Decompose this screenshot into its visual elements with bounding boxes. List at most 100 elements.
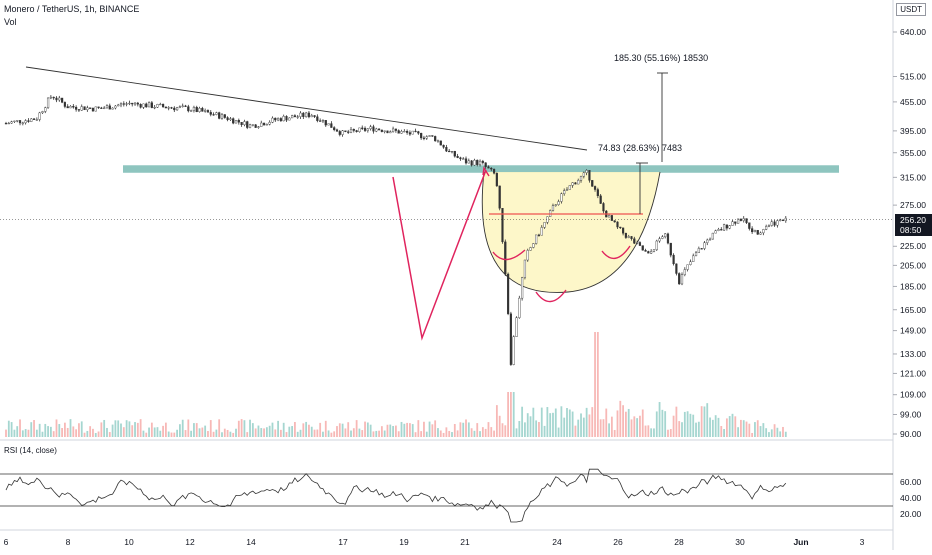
candle-body <box>420 133 423 139</box>
volume-bar <box>330 432 333 437</box>
volume-bar <box>737 427 740 437</box>
candle-body <box>644 250 647 252</box>
candle-body <box>647 251 650 254</box>
volume-bar <box>692 414 695 437</box>
candle-body <box>694 252 698 257</box>
candle-body <box>728 225 731 229</box>
volume-bar <box>420 431 423 437</box>
volume-bar <box>756 420 759 437</box>
candle-body <box>159 103 162 106</box>
volume-bar <box>316 429 319 437</box>
candle-body <box>161 103 165 108</box>
candle-body <box>355 130 358 133</box>
volume-bar <box>451 432 453 437</box>
volume-bar <box>86 430 89 437</box>
volume-bar <box>257 425 260 437</box>
volume-bar <box>277 420 279 437</box>
rsi-tick-label: 20.00 <box>900 509 922 519</box>
candle-body <box>543 222 546 228</box>
volume-bar <box>322 431 324 437</box>
candle-body <box>136 102 139 105</box>
candle-body <box>324 120 327 126</box>
rsi-label: RSI (14, close) <box>4 446 57 455</box>
volume-bar <box>83 432 86 437</box>
volume-bar <box>204 425 207 437</box>
candle-body <box>38 112 41 120</box>
candle-body <box>453 150 456 157</box>
volume-bar <box>580 413 582 437</box>
volume-bar <box>754 422 756 437</box>
candle-body <box>585 170 588 174</box>
candle-body <box>305 112 308 117</box>
currency-button[interactable]: USDT <box>896 3 926 16</box>
candle-body <box>4 123 8 125</box>
candle-body <box>403 131 406 133</box>
candle-body <box>448 150 451 153</box>
volume-bar <box>672 415 675 437</box>
volume-bar <box>697 421 700 437</box>
volume-bar <box>484 428 487 437</box>
volume-bar <box>448 430 451 437</box>
volume-bar <box>700 406 703 437</box>
candle-body <box>32 118 36 120</box>
volume-bar <box>111 424 114 437</box>
volume-bar <box>434 420 437 437</box>
time-tick-label: 19 <box>399 537 409 547</box>
main-pane-bg <box>0 0 893 440</box>
candle-body <box>753 229 757 233</box>
volume-bar <box>117 420 120 437</box>
volume-bar <box>226 429 229 437</box>
volume-bar <box>779 431 782 437</box>
candle-body <box>577 180 580 185</box>
candle-body <box>319 120 322 122</box>
candle-body <box>582 172 585 177</box>
volume-bar <box>114 420 117 437</box>
candle-body <box>201 108 204 112</box>
volume-bar <box>594 332 596 437</box>
volume-bar <box>296 431 299 437</box>
volume-bar <box>552 412 554 437</box>
volume-bar <box>596 332 599 437</box>
volume-bar <box>394 425 397 437</box>
candle-body <box>66 106 69 109</box>
candle-body <box>147 102 151 108</box>
candle-body <box>661 236 664 239</box>
candle-body <box>700 248 703 250</box>
price-tick-label: 133.00 <box>900 349 926 359</box>
volume-bar <box>627 408 630 437</box>
volume-bar <box>240 419 243 437</box>
price-tick-label: 205.00 <box>900 260 926 270</box>
candle-body <box>459 157 462 160</box>
candle-body <box>204 110 207 112</box>
volume-bar <box>437 428 439 437</box>
candle-body <box>450 150 454 153</box>
volume-bar <box>254 428 257 437</box>
candle-body <box>680 274 684 285</box>
candle-body <box>686 264 689 270</box>
candle-body <box>86 107 89 111</box>
candle-body <box>133 102 137 105</box>
volume-bar <box>21 430 24 437</box>
candle-body <box>293 115 297 118</box>
candle-body <box>610 215 613 221</box>
volume-bar <box>711 419 714 437</box>
candle-body <box>762 229 765 234</box>
candle-body <box>473 159 476 166</box>
candle-body <box>492 168 496 174</box>
price-tick-label: 90.00 <box>900 429 922 439</box>
candle-body <box>30 118 33 122</box>
volume-bar <box>176 429 179 437</box>
volume-bar <box>571 411 574 437</box>
volume-bar <box>369 424 372 437</box>
candle-body <box>131 102 134 105</box>
candle-body <box>563 190 566 194</box>
candle-body <box>751 228 754 233</box>
cup-curve <box>481 171 661 293</box>
volume-bar <box>58 424 61 437</box>
volume-bar <box>538 422 540 437</box>
volume-bar <box>479 431 481 437</box>
candle-body <box>652 249 656 252</box>
candle-body <box>181 105 184 107</box>
candle-body <box>439 140 442 146</box>
